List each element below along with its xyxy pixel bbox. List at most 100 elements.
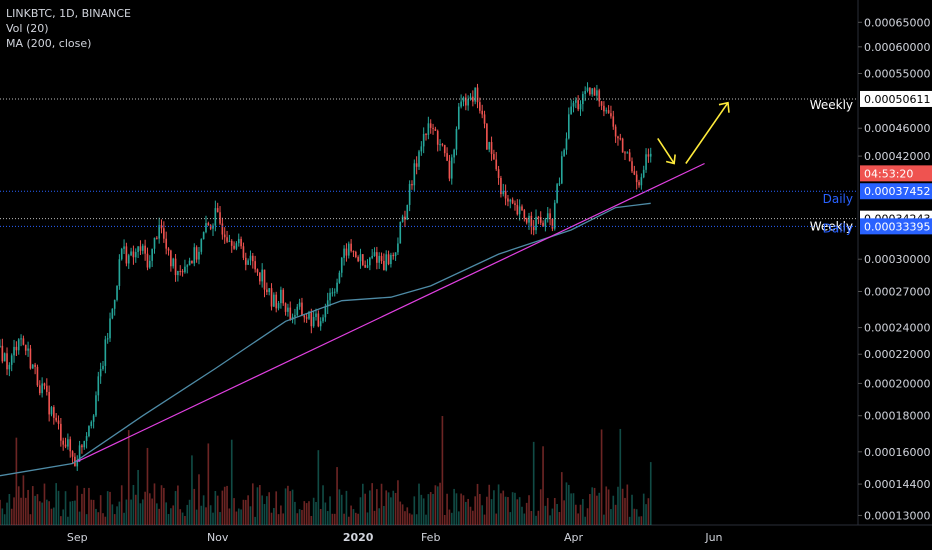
candle-body <box>24 344 27 351</box>
volume-bar <box>71 501 74 525</box>
volume-bar <box>483 514 486 525</box>
candle-body <box>486 123 488 150</box>
candle-body <box>436 130 439 145</box>
volume-bar <box>624 497 626 525</box>
y-tick-label: 0.00020000 <box>864 377 930 390</box>
volume-bar <box>191 455 193 525</box>
volume-bar <box>202 495 205 525</box>
candle-body <box>572 102 575 107</box>
volume-bar <box>296 513 299 525</box>
candle-body <box>586 87 589 91</box>
candle-body <box>371 255 374 258</box>
y-tick-label: 0.00042000 <box>864 150 930 163</box>
volume-bar <box>455 493 458 525</box>
volume-bar <box>315 501 317 525</box>
volume-bar <box>539 489 542 525</box>
candle-body <box>624 152 626 154</box>
volume-bar <box>249 506 252 525</box>
volume-bar <box>113 514 116 525</box>
moving-average-label[interactable]: MA (200, close) <box>6 37 92 50</box>
candle-body <box>455 129 458 150</box>
volume-bar <box>345 490 348 525</box>
volume-bar <box>467 498 469 525</box>
candle-body <box>425 133 427 135</box>
volume-bar <box>446 493 448 525</box>
candle-body <box>92 415 95 422</box>
candle-body <box>69 439 72 452</box>
volume-bar <box>591 487 594 525</box>
daily-price-tag-bg <box>860 183 932 200</box>
candle-body <box>354 252 357 258</box>
candle-body <box>130 251 132 256</box>
volume-bar <box>17 486 20 525</box>
candle-body <box>612 116 615 127</box>
volume-bar <box>254 516 256 525</box>
candle-body <box>263 269 266 290</box>
candle-body <box>528 215 530 223</box>
candle-body <box>249 255 252 261</box>
daily-level-label: Daily <box>823 192 853 206</box>
volume-bar <box>443 514 446 525</box>
candle-body <box>209 225 212 229</box>
volume-bar <box>226 485 228 525</box>
volume-bar <box>97 512 100 525</box>
volume-bar <box>148 493 151 525</box>
volume-bar <box>41 502 43 525</box>
volume-bar <box>610 509 612 525</box>
volume-bar <box>88 487 90 525</box>
candle-body <box>242 246 245 258</box>
volume-bar <box>151 498 153 525</box>
support-trendline[interactable] <box>76 162 705 463</box>
volume-bar <box>235 511 238 525</box>
volume-bar <box>74 500 76 525</box>
candle-body <box>352 251 355 253</box>
candle-body <box>439 144 441 146</box>
candle-body <box>385 254 388 271</box>
candle-body <box>160 225 163 229</box>
volume-bar <box>558 512 561 525</box>
volume-bar <box>266 496 268 525</box>
candle-body <box>303 315 306 318</box>
volume-bar <box>350 505 352 525</box>
candle-body <box>645 154 647 170</box>
volume-bar <box>500 493 502 525</box>
candle-body <box>488 142 491 150</box>
symbol-label[interactable]: LINKBTC, 1D, BINANCE <box>6 7 131 20</box>
candle-body <box>495 159 498 170</box>
volume-bar <box>371 483 374 525</box>
bar-countdown-tag: 04:53:20 <box>864 167 913 180</box>
volume-bar <box>20 497 22 525</box>
volume-bar <box>125 499 128 525</box>
volume-bar <box>298 509 301 525</box>
volume-bar <box>385 490 388 525</box>
volume-bar <box>399 501 402 525</box>
daily-price-tag: 0.00033395 <box>864 220 930 233</box>
candle-body <box>642 169 645 178</box>
candle-body <box>378 255 381 263</box>
volume-bar <box>92 499 95 525</box>
candle-body <box>493 154 495 160</box>
volume-bar <box>504 496 507 525</box>
volume-bar <box>460 493 462 525</box>
volume-bar <box>0 499 1 525</box>
volume-bar <box>102 513 104 525</box>
volume-bar <box>605 486 608 525</box>
candle-body <box>544 219 547 227</box>
candle-body <box>443 145 446 154</box>
candle-body <box>509 199 512 202</box>
volume-bar <box>600 429 603 525</box>
volume-bar <box>76 485 79 525</box>
candle-body <box>270 288 273 307</box>
candle-body <box>36 366 39 386</box>
candle-body <box>500 177 502 195</box>
candle-body <box>55 417 57 421</box>
candle-body <box>85 436 88 441</box>
volume-bar <box>83 487 86 525</box>
volume-indicator-label[interactable]: Vol (20) <box>6 22 49 35</box>
volume-bar <box>308 501 310 525</box>
candle-body <box>34 364 36 367</box>
volume-bar <box>69 501 72 525</box>
volume-bar <box>546 497 549 525</box>
volume-bar <box>123 512 125 525</box>
